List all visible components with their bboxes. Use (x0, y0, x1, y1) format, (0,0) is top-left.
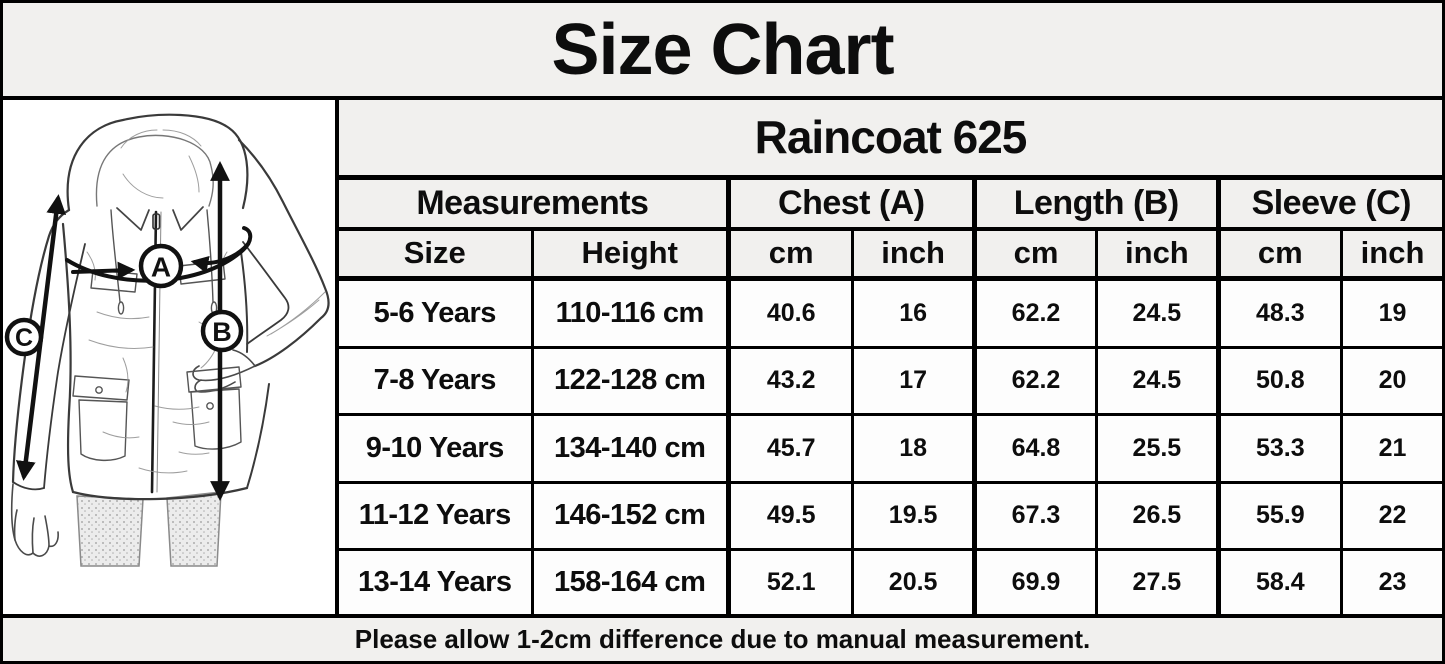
chest-arrow (71, 261, 136, 280)
label-a-badge (138, 243, 184, 289)
right-arm-outline (237, 138, 330, 368)
subheader-chest-cm: cm (725, 227, 855, 281)
size-cell: 9-10 Years (339, 413, 534, 484)
length-cm-cell: 64.8 (971, 413, 1099, 484)
legs-sketch (76, 491, 222, 567)
label-a: A (151, 252, 171, 283)
length-inch-cell: 24.5 (1095, 276, 1220, 349)
length-inch-cell: 27.5 (1095, 547, 1220, 614)
chest-cm-cell: 52.1 (725, 547, 855, 614)
hood-outline (66, 113, 249, 212)
chest-inch-cell: 20.5 (851, 547, 976, 614)
size-cell: 7-8 Years (339, 345, 534, 417)
chest-inch-cell: 19.5 (851, 480, 976, 551)
sleeve-inch-cell: 21 (1340, 413, 1442, 484)
wrinkle-strokes (86, 129, 326, 474)
chest-cm-cell: 43.2 (725, 345, 855, 417)
subheader-sleeve-cm: cm (1215, 227, 1344, 281)
sleeve-inch-cell: 22 (1340, 480, 1442, 551)
size-cell: 13-14 Years (339, 547, 534, 614)
product-title-row: Raincoat 625 (339, 100, 1442, 180)
length-cm-cell: 62.2 (971, 345, 1099, 417)
cargo-pocket-left (72, 375, 130, 461)
label-c-badge (4, 317, 44, 357)
subheader-chest-inch: inch (851, 227, 976, 281)
height-cell: 158-164 cm (530, 547, 730, 614)
sleeve-inch-cell: 20 (1340, 345, 1442, 417)
length-inch-cell: 24.5 (1095, 345, 1220, 417)
length-cm-cell: 69.9 (971, 547, 1099, 614)
height-cell: 110-116 cm (530, 276, 730, 349)
table-row: 11-12 Years 146-152 cm 49.5 19.5 67.3 26… (339, 480, 1442, 551)
jacket-outline (11, 113, 330, 501)
table-row: 5-6 Years 110-116 cm 40.6 16 62.2 24.5 4… (339, 276, 1442, 349)
raincoat-sketch: A B C (4, 113, 330, 567)
drawstring-right (206, 209, 214, 303)
sleeve-cm-cell: 53.3 (1215, 413, 1344, 484)
drawstring-left (110, 209, 121, 303)
sleeve-cm-cell: 58.4 (1215, 547, 1344, 614)
size-cell: 5-6 Years (339, 276, 534, 349)
chest-cm-cell: 49.5 (725, 480, 855, 551)
label-b-badge (200, 309, 244, 353)
height-cell: 122-128 cm (530, 345, 730, 417)
sleeve-inch-cell: 19 (1340, 276, 1442, 349)
header-measurements: Measurements (339, 175, 730, 231)
chest-inch-cell: 16 (851, 276, 976, 349)
height-cell: 146-152 cm (530, 480, 730, 551)
sleeve-cm-cell: 55.9 (1215, 480, 1344, 551)
height-cell: 134-140 cm (530, 413, 730, 484)
table-row: 7-8 Years 122-128 cm 43.2 17 62.2 24.5 5… (339, 345, 1442, 417)
footer-band: Please allow 1-2cm difference due to man… (3, 614, 1442, 661)
length-inch-cell: 25.5 (1095, 413, 1220, 484)
length-cm-cell: 67.3 (971, 480, 1099, 551)
product-title: Raincoat 625 (339, 100, 1442, 180)
hands-sketch (10, 349, 256, 557)
body-left-edge (61, 222, 75, 494)
chest-inch-cell: 18 (851, 413, 976, 484)
page-title: Size Chart (551, 9, 894, 90)
sub-header-row: Size Height cm inch cm inch cm inch (339, 227, 1442, 281)
subheader-length-cm: cm (971, 227, 1099, 281)
table-row: 9-10 Years 134-140 cm 45.7 18 64.8 25.5 … (339, 413, 1442, 484)
subheader-size: Size (339, 227, 534, 281)
title-band: Size Chart (3, 3, 1442, 100)
subheader-sleeve-inch: inch (1340, 227, 1442, 281)
label-c: C (15, 324, 33, 352)
length-inch-cell: 26.5 (1095, 480, 1220, 551)
length-cm-cell: 62.2 (971, 276, 1099, 349)
size-table: Raincoat 625 Measurements Chest (A) Leng… (339, 100, 1442, 614)
size-cell: 11-12 Years (339, 480, 534, 551)
chest-cm-cell: 45.7 (725, 413, 855, 484)
sleeve-cm-cell: 50.8 (1215, 345, 1344, 417)
collar-flaps (116, 206, 204, 231)
subheader-length-inch: inch (1095, 227, 1220, 281)
sleeve-cm-cell: 48.3 (1215, 276, 1344, 349)
label-b: B (212, 317, 232, 347)
sleeve-inch-cell: 23 (1340, 547, 1442, 614)
chest-cm-cell: 40.6 (725, 276, 855, 349)
chest-inch-cell: 17 (851, 345, 976, 417)
group-header-row: Measurements Chest (A) Length (B) Sleeve… (339, 175, 1442, 231)
label-badges: A B C (4, 243, 244, 357)
header-chest: Chest (A) (725, 175, 976, 231)
header-length: Length (B) (971, 175, 1220, 231)
size-table-wrap: Raincoat 625 Measurements Chest (A) Leng… (339, 100, 1442, 614)
zipper-pull (152, 213, 161, 230)
table-row: 13-14 Years 158-164 cm 52.1 20.5 69.9 27… (339, 547, 1442, 614)
measurement-diagram-panel: A B C (3, 100, 339, 614)
main-area: A B C Raincoat 625 (3, 100, 1442, 614)
header-sleeve: Sleeve (C) (1215, 175, 1442, 231)
subheader-height: Height (530, 227, 730, 281)
footer-note: Please allow 1-2cm difference due to man… (354, 624, 1091, 654)
